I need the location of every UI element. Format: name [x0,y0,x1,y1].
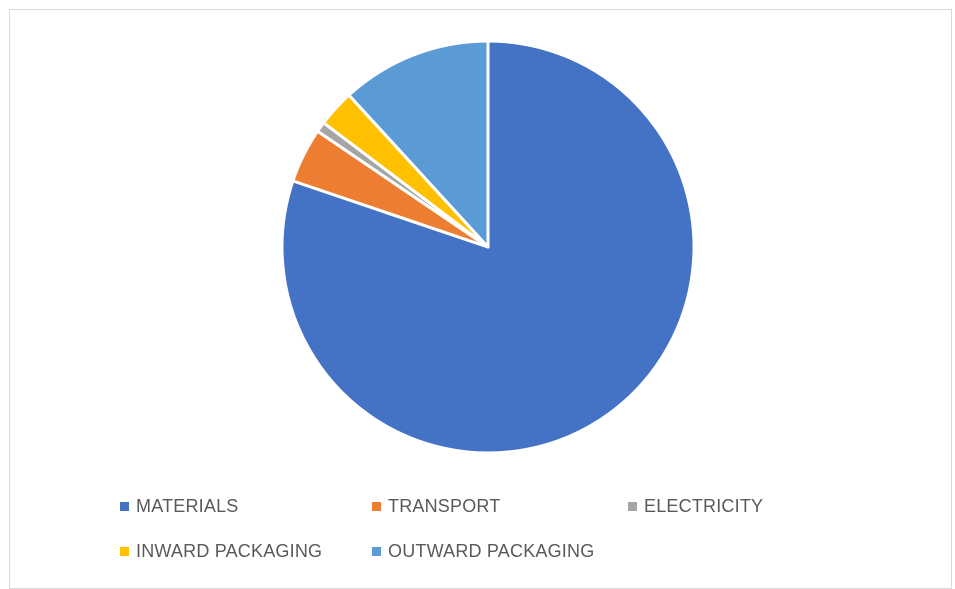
legend-item-inward-packaging: INWARD PACKAGING [120,540,322,562]
chart-frame: MATERIALS TRANSPORT ELECTRICITY INWARD P… [9,9,952,589]
pie-chart [280,39,696,455]
legend-label-inward-packaging: INWARD PACKAGING [136,540,323,561]
legend-item-transport: TRANSPORT [372,495,500,517]
legend-item-materials: MATERIALS [120,495,239,517]
legend-swatch-materials [120,501,129,511]
legend-item-electricity: ELECTRICITY [628,495,763,517]
legend-label-materials: MATERIALS [136,495,239,516]
pie-slice-outward-packaging [347,39,490,249]
pie-slices [280,39,696,455]
legend-label-electricity: ELECTRICITY [644,495,764,516]
legend-swatch-outward-packaging [372,546,381,556]
legend-label-transport: TRANSPORT [388,495,501,516]
legend-swatch-inward-packaging [120,546,129,556]
legend-swatch-transport [372,501,381,511]
legend-label-outward-packaging: OUTWARD PACKAGING [388,540,595,561]
legend-swatch-electricity [628,501,637,511]
legend-item-outward-packaging: OUTWARD PACKAGING [372,540,594,562]
